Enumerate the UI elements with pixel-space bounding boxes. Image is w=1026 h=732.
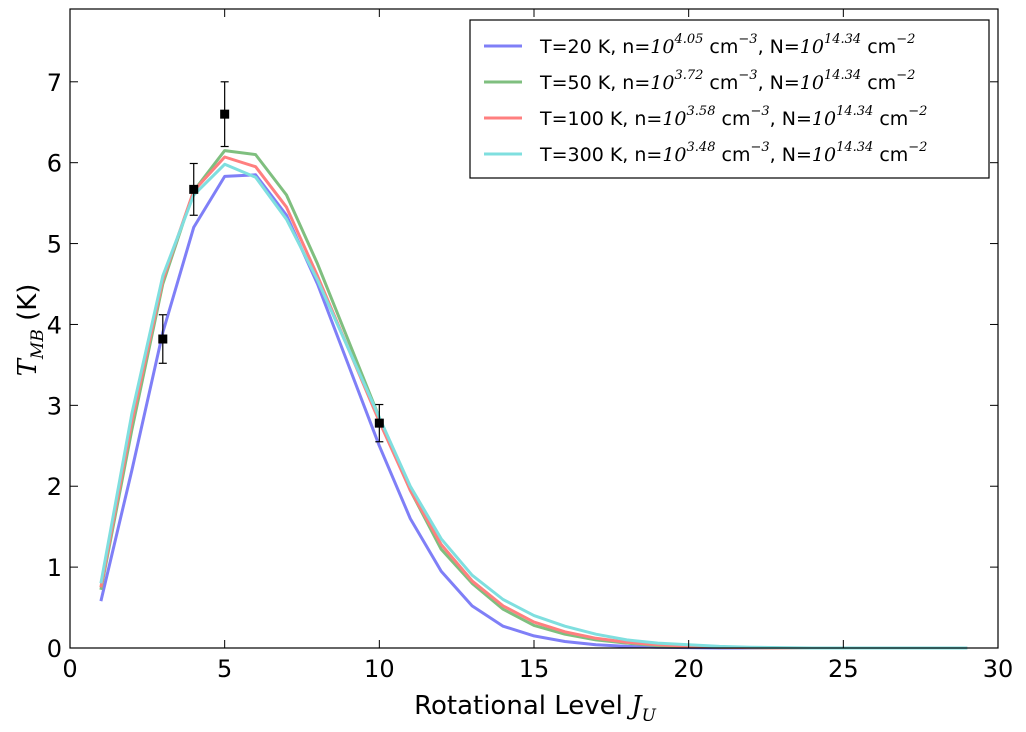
legend-label: T=20 K, n=104.05 cm−3, N=1014.34 cm−2 [539, 32, 915, 58]
y-tick-label: 1 [47, 554, 62, 582]
legend: T=20 K, n=104.05 cm−3, N=1014.34 cm−2 T=5… [469, 19, 990, 179]
y-tick-label: 4 [47, 311, 62, 339]
x-axis-label-prefix: Rotational Level [414, 691, 631, 721]
observations-layer [158, 81, 384, 443]
y-axis-label-sub: MB [28, 329, 48, 360]
series-layer [99, 149, 968, 650]
y-axis-label-symbol: T [13, 357, 43, 376]
x-tick-label: 30 [983, 655, 1014, 683]
series-line-4 [99, 162, 968, 650]
x-tick-label: 15 [519, 655, 550, 683]
series-line-1 [99, 173, 968, 650]
x-tick-label: 25 [828, 655, 859, 683]
series-line-3 [99, 155, 968, 650]
x-tick-label: 0 [62, 655, 77, 683]
y-tick-label: 7 [47, 69, 62, 97]
x-tick-label: 20 [673, 655, 704, 683]
observation-point [374, 418, 384, 428]
y-axis-label: TMB (K) [13, 284, 48, 377]
legend-entry-2: T=50 K, n=103.72 cm−3, N=1014.34 cm−2 [484, 68, 915, 94]
series-line-2 [99, 149, 968, 650]
y-tick-label: 3 [47, 392, 62, 420]
observation-point [189, 184, 199, 194]
observation-point [220, 109, 230, 119]
x-axis-label-symbol: J [626, 691, 643, 721]
legend-entries: T=20 K, n=104.05 cm−3, N=1014.34 cm−2 T=5… [484, 32, 927, 166]
x-tick-label: 10 [364, 655, 395, 683]
y-tick-label: 0 [47, 635, 62, 663]
legend-label: T=100 K, n=103.58 cm−3, N=1014.34 cm−2 [539, 104, 927, 130]
y-tick-label: 2 [47, 473, 62, 501]
legend-entry-4: T=300 K, n=103.48 cm−3, N=1014.34 cm−2 [484, 140, 927, 166]
y-tick-label: 5 [47, 231, 62, 259]
observation-point [158, 334, 168, 344]
x-axis-label: Rotational Level JU [414, 691, 657, 726]
x-tick-label: 5 [217, 655, 232, 683]
legend-label: T=50 K, n=103.72 cm−3, N=1014.34 cm−2 [539, 68, 915, 94]
y-tick-label: 6 [47, 150, 62, 178]
axes-layer: 0 5 10 15 20 25 30 0 1 2 3 4 5 6 7 [47, 8, 1014, 683]
legend-label: T=300 K, n=103.48 cm−3, N=1014.34 cm−2 [539, 140, 927, 166]
y-axis-label-suffix: (K) [13, 284, 43, 330]
legend-box [469, 19, 990, 179]
x-axis-label-sub: U [642, 706, 657, 726]
legend-entry-1: T=20 K, n=104.05 cm−3, N=1014.34 cm−2 [484, 32, 915, 58]
legend-entry-3: T=100 K, n=103.58 cm−3, N=1014.34 cm−2 [484, 104, 927, 130]
